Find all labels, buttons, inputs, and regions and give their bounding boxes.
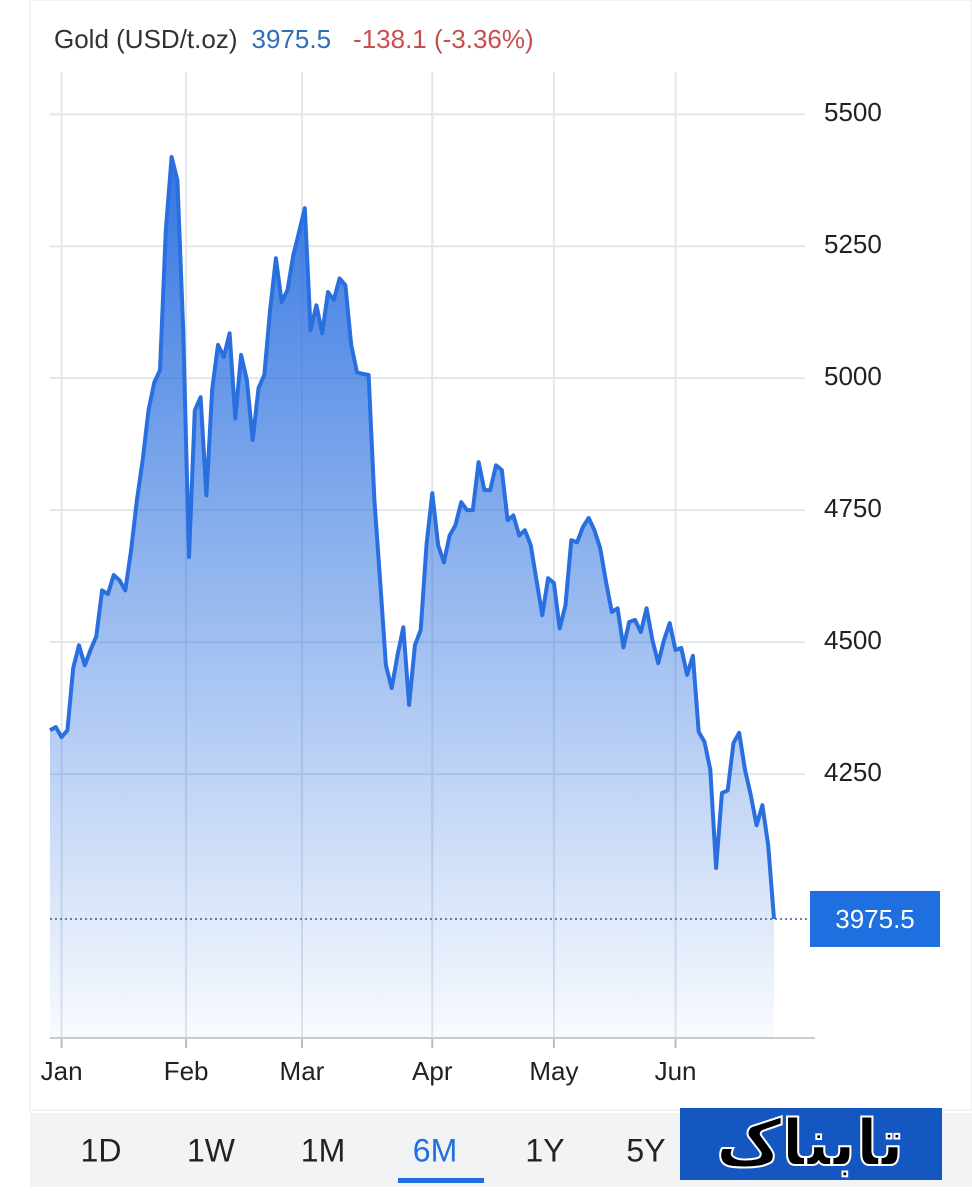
range-tab[interactable]: 5Y bbox=[626, 1132, 665, 1168]
y-tick-label: 4750 bbox=[824, 493, 882, 523]
range-tab[interactable]: 6M bbox=[413, 1132, 457, 1168]
logo-text: تابناک bbox=[716, 1107, 904, 1179]
instrument-title: Gold (USD/t.oz) bbox=[54, 24, 238, 54]
price-change: -138.1 (-3.36%) bbox=[353, 24, 534, 54]
tab-underline bbox=[398, 1178, 484, 1183]
last-price-label: 3975.5 bbox=[835, 904, 915, 934]
x-tick-label: Mar bbox=[280, 1056, 325, 1086]
x-tick-label: Jun bbox=[655, 1056, 697, 1086]
price-line bbox=[49, 155, 776, 920]
last-price-box bbox=[810, 890, 940, 947]
x-tick-label: Feb bbox=[164, 1056, 209, 1086]
y-tick-label: 5000 bbox=[824, 361, 882, 391]
x-tick-label: Jan bbox=[41, 1056, 83, 1086]
range-tab[interactable]: 1D bbox=[81, 1132, 122, 1168]
y-tick-label: 5500 bbox=[824, 97, 882, 127]
x-tick-label: Apr bbox=[412, 1056, 453, 1086]
range-tab[interactable]: 1M bbox=[301, 1132, 345, 1168]
y-tick-label: 4250 bbox=[824, 757, 882, 787]
x-tick-label: May bbox=[529, 1056, 578, 1086]
y-tick-label: 5250 bbox=[824, 229, 882, 259]
last-price: 3975.5 bbox=[252, 24, 332, 54]
range-tab[interactable]: 1W bbox=[187, 1132, 236, 1168]
logo-band bbox=[680, 1108, 942, 1180]
range-tab[interactable]: 1Y bbox=[525, 1132, 564, 1168]
logo: تابناک bbox=[680, 1106, 942, 1180]
y-tick-label: 4500 bbox=[824, 625, 882, 655]
